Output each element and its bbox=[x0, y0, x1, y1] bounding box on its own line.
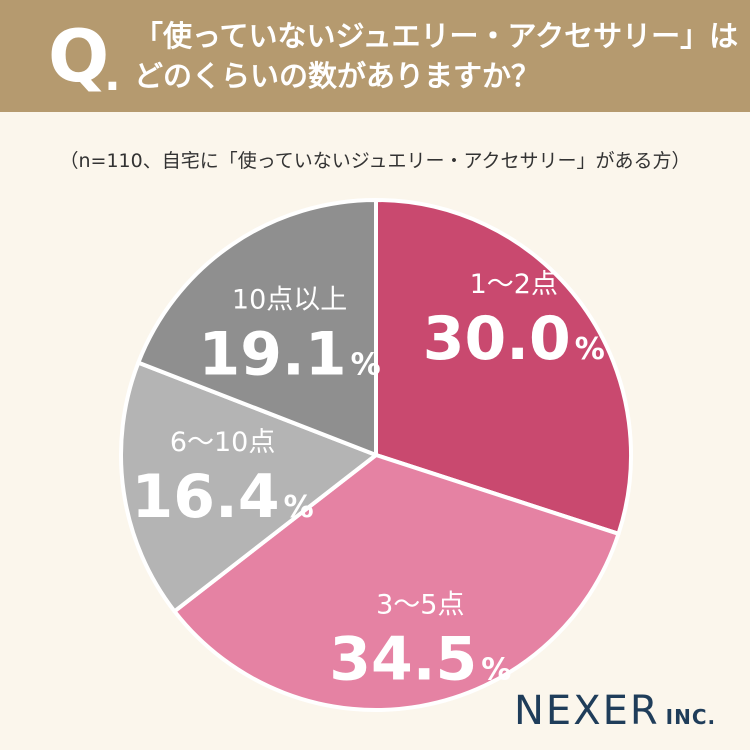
slice-category-label: 6〜10点 bbox=[170, 427, 276, 458]
logo-brand: NEXER bbox=[514, 688, 660, 734]
slice-value-label: 30.0% bbox=[423, 304, 605, 374]
question-header: Q . 「使っていないジュエリー・アクセサリー」は どのくらいの数がありますか？ bbox=[0, 0, 750, 112]
question-text: 「使っていないジュエリー・アクセサリー」は どのくらいの数がありますか？ bbox=[134, 16, 739, 96]
pie-slice bbox=[374, 198, 633, 536]
nexer-logo: NEXER INC. bbox=[514, 688, 716, 734]
slice-value-label: 19.1% bbox=[199, 320, 381, 390]
q-dot: . bbox=[104, 50, 121, 101]
slice-category-label: 1〜2点 bbox=[470, 269, 558, 300]
pie-slice bbox=[119, 360, 378, 614]
pie-labels: 1〜2点 30.0 % 3〜5点 34.5 % 6〜10点 16.4 % 10点以上 19.1% bbox=[132, 269, 605, 695]
pie-slice bbox=[172, 453, 621, 712]
slice-value-label: 34.5% bbox=[329, 625, 511, 695]
question-line-1: 「使っていないジュエリー・アクセサリー」は bbox=[134, 19, 739, 53]
sample-note: （n=110、自宅に「使っていないジュエリー・アクセサリー」がある方） bbox=[59, 150, 691, 172]
slice-category-label: 10点以上 bbox=[232, 285, 347, 316]
slice-value-label: 16.4% bbox=[132, 462, 314, 532]
q-mark: Q bbox=[48, 14, 110, 98]
question-line-2: どのくらいの数がありますか？ bbox=[134, 59, 541, 93]
pie-slices bbox=[119, 198, 633, 712]
slice-category-label: 3〜5点 bbox=[376, 590, 464, 621]
logo-suffix: INC. bbox=[665, 705, 717, 729]
pie-slice bbox=[136, 198, 378, 457]
